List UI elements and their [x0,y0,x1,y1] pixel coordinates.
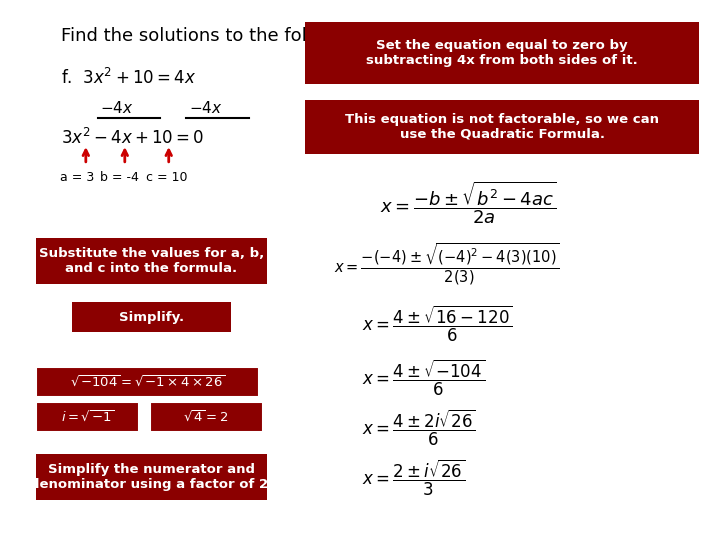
Text: a = 3: a = 3 [60,171,94,184]
Text: $x = \dfrac{-b \pm \sqrt{b^2 - 4ac}}{2a}$: $x = \dfrac{-b \pm \sqrt{b^2 - 4ac}}{2a}… [380,179,556,226]
FancyBboxPatch shape [305,100,698,154]
FancyBboxPatch shape [36,367,259,397]
Text: $\sqrt{-104} = \sqrt{-1 \times 4 \times 26}$: $\sqrt{-104} = \sqrt{-1 \times 4 \times … [70,374,225,390]
Text: Find the solutions to the following:: Find the solutions to the following: [61,27,372,45]
Text: $x = \dfrac{4 \pm \sqrt{16 - 120}}{6}$: $x = \dfrac{4 \pm \sqrt{16 - 120}}{6}$ [362,304,513,344]
FancyBboxPatch shape [36,402,139,432]
FancyBboxPatch shape [72,302,231,332]
FancyBboxPatch shape [36,238,266,284]
Text: c = 10: c = 10 [146,171,187,184]
Text: $-4x$: $-4x$ [189,100,222,116]
Text: This equation is not factorable, so we can
use the Quadratic Formula.: This equation is not factorable, so we c… [345,113,659,141]
Text: Set the equation equal to zero by
subtracting 4x from both sides of it.: Set the equation equal to zero by subtra… [366,39,638,66]
FancyBboxPatch shape [36,454,266,500]
Text: $3x^2 - 4x + 10 = 0$: $3x^2 - 4x + 10 = 0$ [61,127,204,148]
Text: $\sqrt{4} = 2$: $\sqrt{4} = 2$ [184,409,229,425]
Text: Simplify the numerator and
denominator using a factor of 2.: Simplify the numerator and denominator u… [30,463,273,490]
Text: $x = \dfrac{-(-4) \pm \sqrt{(-4)^2-4(3)(10)}}{2(3)}$: $x = \dfrac{-(-4) \pm \sqrt{(-4)^2-4(3)(… [334,242,559,287]
Text: $x = \dfrac{4 \pm \sqrt{-104}}{6}$: $x = \dfrac{4 \pm \sqrt{-104}}{6}$ [362,358,485,398]
Text: b = -4: b = -4 [100,171,139,184]
Text: $x = \dfrac{2 \pm i\sqrt{26}}{3}$: $x = \dfrac{2 \pm i\sqrt{26}}{3}$ [362,458,465,498]
Text: $i = \sqrt{-1}$: $i = \sqrt{-1}$ [61,409,114,425]
Text: $x = \dfrac{4 \pm 2i\sqrt{26}}{6}$: $x = \dfrac{4 \pm 2i\sqrt{26}}{6}$ [362,408,476,448]
Text: Substitute the values for a, b,
and c into the formula.: Substitute the values for a, b, and c in… [39,247,264,274]
Text: Simplify.: Simplify. [119,310,184,324]
FancyBboxPatch shape [305,22,698,84]
Text: f.  $3x^2 + 10 = 4x$: f. $3x^2 + 10 = 4x$ [61,68,197,89]
Text: $-4x$: $-4x$ [100,100,134,116]
FancyBboxPatch shape [150,402,263,432]
